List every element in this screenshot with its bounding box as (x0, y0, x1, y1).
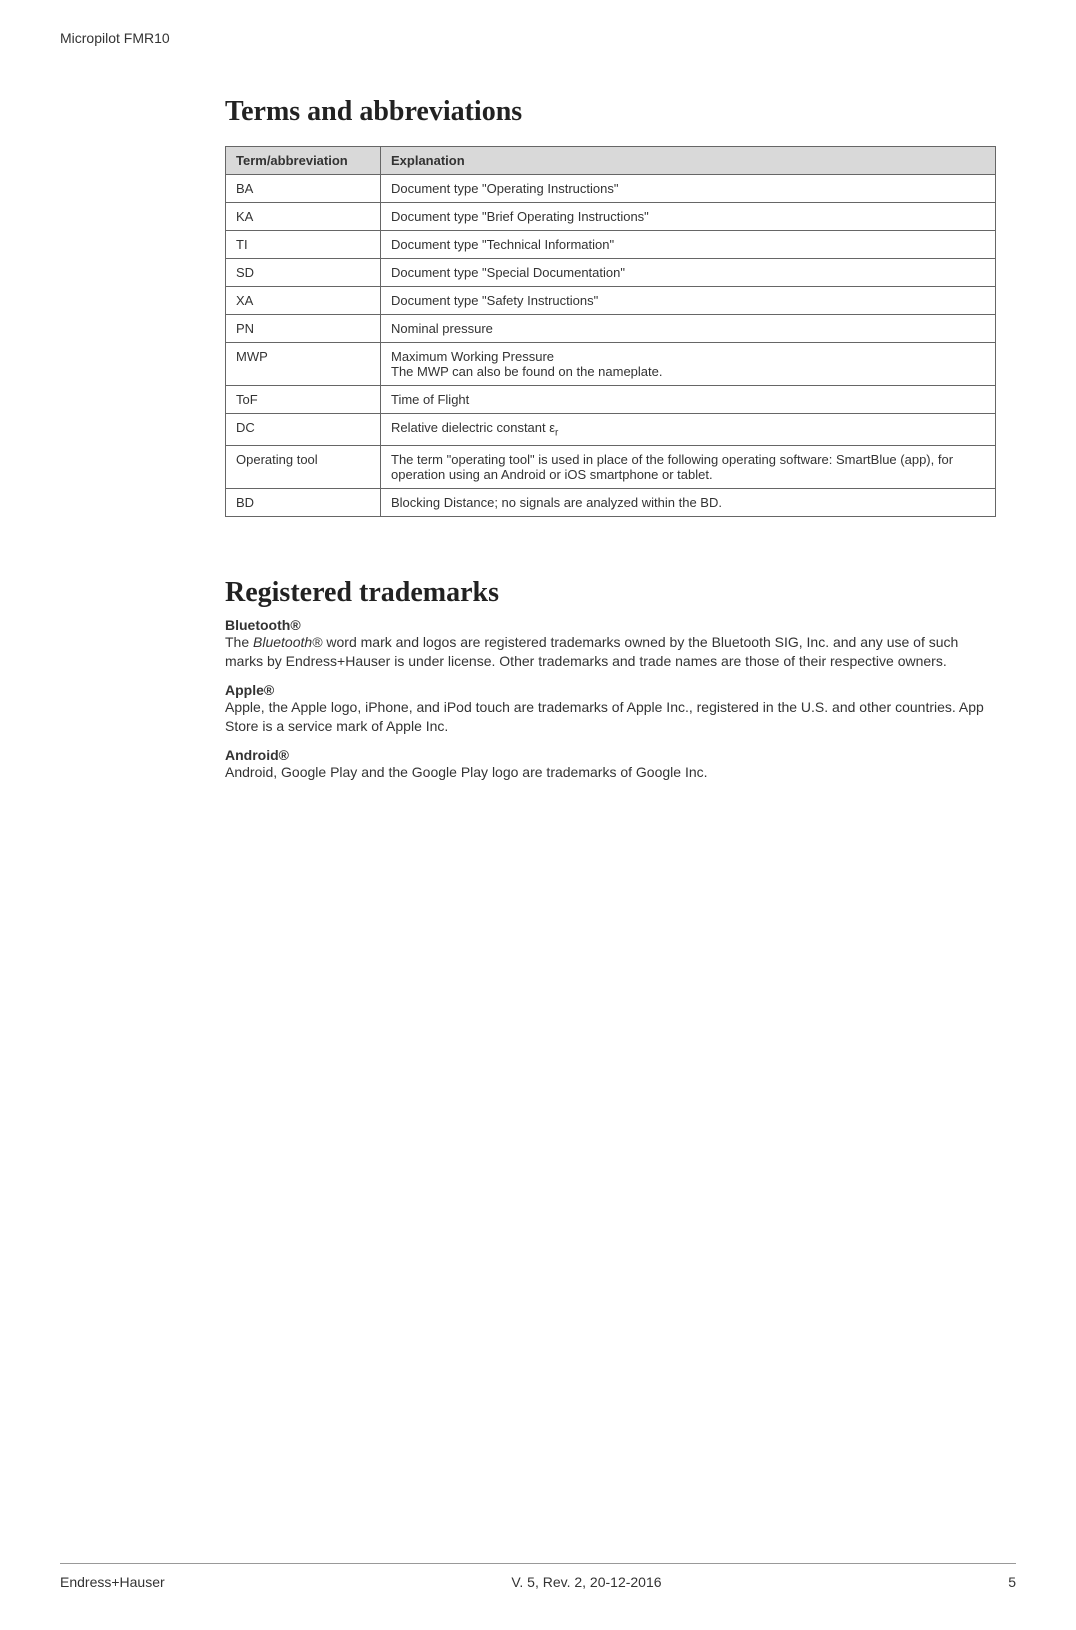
trademarks-heading: Registered trademarks (225, 577, 996, 609)
term-cell: KA (226, 203, 381, 231)
table-row: SDDocument type "Special Documentation" (226, 259, 996, 287)
table-header-explanation: Explanation (381, 147, 996, 175)
explanation-cell: The term "operating tool" is used in pla… (381, 445, 996, 488)
term-cell: MWP (226, 343, 381, 386)
table-row: KADocument type "Brief Operating Instruc… (226, 203, 996, 231)
term-cell: TI (226, 231, 381, 259)
table-row: TIDocument type "Technical Information" (226, 231, 996, 259)
table-row: Operating toolThe term "operating tool" … (226, 445, 996, 488)
table-header-term: Term/abbreviation (226, 147, 381, 175)
term-cell: ToF (226, 386, 381, 414)
trademark-text: Android, Google Play and the Google Play… (225, 763, 996, 783)
table-row: BDBlocking Distance; no signals are anal… (226, 488, 996, 516)
footer-left: Endress+Hauser (60, 1574, 165, 1590)
table-row: BADocument type "Operating Instructions" (226, 175, 996, 203)
explanation-cell: Document type "Brief Operating Instructi… (381, 203, 996, 231)
table-row: XADocument type "Safety Instructions" (226, 287, 996, 315)
trademark-title: Apple® (225, 682, 996, 698)
trademark-text: The Bluetooth® word mark and logos are r… (225, 633, 996, 672)
term-cell: XA (226, 287, 381, 315)
table-row: DCRelative dielectric constant εr (226, 414, 996, 446)
trademark-item: Bluetooth®The Bluetooth® word mark and l… (225, 617, 996, 672)
explanation-cell: Document type "Technical Information" (381, 231, 996, 259)
explanation-cell: Relative dielectric constant εr (381, 414, 996, 446)
explanation-cell: Time of Flight (381, 386, 996, 414)
trademark-title: Bluetooth® (225, 617, 996, 633)
document-footer: Endress+Hauser V. 5, Rev. 2, 20-12-2016 … (60, 1563, 1016, 1590)
term-cell: Operating tool (226, 445, 381, 488)
term-cell: BA (226, 175, 381, 203)
trademark-title: Android® (225, 747, 996, 763)
table-row: ToFTime of Flight (226, 386, 996, 414)
explanation-cell: Nominal pressure (381, 315, 996, 343)
term-cell: DC (226, 414, 381, 446)
explanation-cell: Document type "Operating Instructions" (381, 175, 996, 203)
term-cell: SD (226, 259, 381, 287)
explanation-cell: Blocking Distance; no signals are analyz… (381, 488, 996, 516)
document-header: Micropilot FMR10 (60, 30, 1016, 46)
trademark-item: Android®Android, Google Play and the Goo… (225, 747, 996, 783)
explanation-cell: Maximum Working PressureThe MWP can also… (381, 343, 996, 386)
header-title: Micropilot FMR10 (60, 30, 170, 46)
trademarks-section: Registered trademarks Bluetooth®The Blue… (225, 577, 996, 783)
terms-heading: Terms and abbreviations (225, 96, 996, 128)
explanation-cell: Document type "Special Documentation" (381, 259, 996, 287)
term-cell: BD (226, 488, 381, 516)
trademark-item: Apple®Apple, the Apple logo, iPhone, and… (225, 682, 996, 737)
explanation-cell: Document type "Safety Instructions" (381, 287, 996, 315)
main-content: Terms and abbreviations Term/abbreviatio… (225, 96, 996, 1563)
footer-right: 5 (1008, 1574, 1016, 1590)
trademark-text: Apple, the Apple logo, iPhone, and iPod … (225, 698, 996, 737)
table-row: PNNominal pressure (226, 315, 996, 343)
footer-center: V. 5, Rev. 2, 20-12-2016 (511, 1574, 661, 1590)
terms-table: Term/abbreviation Explanation BADocument… (225, 146, 996, 517)
table-row: MWPMaximum Working PressureThe MWP can a… (226, 343, 996, 386)
term-cell: PN (226, 315, 381, 343)
terms-section: Terms and abbreviations Term/abbreviatio… (225, 96, 996, 517)
